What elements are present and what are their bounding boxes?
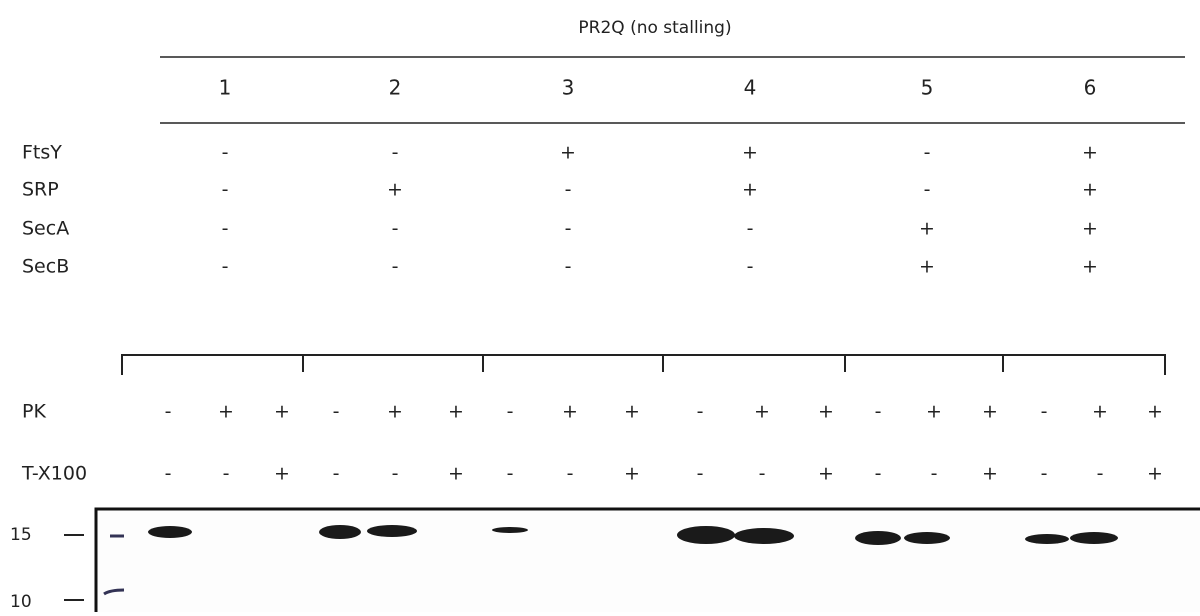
treatment-sign: - [1041, 463, 1048, 485]
condition-sign: + [1082, 256, 1098, 278]
lane-number: 4 [744, 76, 757, 100]
treatment-sign: - [875, 401, 882, 423]
lane-number: 6 [1084, 76, 1097, 100]
band [492, 527, 528, 533]
treatment-sign: - [759, 463, 766, 485]
figure: PR2Q (no stalling) 1 2 3 4 5 6 FtsY - - + + - + SRP - +… [0, 0, 1200, 612]
condition-sign: + [1082, 218, 1098, 240]
treatment-sign: + [1147, 401, 1163, 423]
treatment-sign: - [333, 401, 340, 423]
condition-sign: + [387, 179, 403, 201]
condition-sign: - [565, 256, 572, 278]
band [367, 525, 417, 537]
condition-sign: - [222, 142, 229, 164]
treatment-sign: - [507, 463, 514, 485]
treatment-sign: - [697, 463, 704, 485]
condition-label: SRP [22, 179, 59, 201]
treatment-sign: + [982, 463, 998, 485]
lane-bracket [122, 355, 1165, 375]
blot [96, 509, 1200, 612]
band [855, 531, 901, 545]
condition-sign: - [392, 218, 399, 240]
condition-sign: + [742, 179, 758, 201]
band [904, 532, 950, 544]
lane-number: 1 [219, 76, 232, 100]
treatment-sign: + [624, 463, 640, 485]
treatment-sign: - [507, 401, 514, 423]
treatment-sign: - [931, 463, 938, 485]
treatment-sign: + [448, 463, 464, 485]
treatment-sign: - [392, 463, 399, 485]
condition-sign: - [747, 218, 754, 240]
treatment-sign: - [165, 401, 172, 423]
treatment-sign: + [754, 401, 770, 423]
lane-number: 5 [921, 76, 934, 100]
band [1025, 534, 1069, 544]
treatment-sign: + [274, 401, 290, 423]
treatment-label: PK [22, 401, 46, 423]
band [677, 526, 735, 544]
condition-sign: - [222, 218, 229, 240]
condition-sign: - [392, 256, 399, 278]
treatment-sign: + [818, 401, 834, 423]
condition-label: FtsY [22, 142, 62, 164]
treatment-sign: - [875, 463, 882, 485]
condition-label: SecB [22, 256, 69, 278]
condition-sign: + [919, 256, 935, 278]
condition-sign: - [222, 179, 229, 201]
condition-label: SecA [22, 218, 69, 240]
condition-sign: + [560, 142, 576, 164]
page: PR2Q (no stalling) 1 2 3 4 5 6 FtsY - - + + - + SRP - +… [0, 0, 1200, 612]
band [148, 526, 192, 538]
treatment-sign: - [165, 463, 172, 485]
marker-label: 10 [10, 592, 32, 612]
treatment-label: T-X100 [21, 463, 87, 485]
treatment-sign: + [387, 401, 403, 423]
treatment-sign: + [926, 401, 942, 423]
treatment-sign: + [448, 401, 464, 423]
band [734, 528, 794, 544]
lane-number: 3 [562, 76, 575, 100]
condition-sign: - [565, 218, 572, 240]
treatment-sign: + [982, 401, 998, 423]
treatment-sign: - [567, 463, 574, 485]
treatment-sign: + [274, 463, 290, 485]
figure-title: PR2Q (no stalling) [578, 18, 731, 38]
band [1070, 532, 1118, 544]
treatment-sign: + [218, 401, 234, 423]
treatment-sign: - [333, 463, 340, 485]
condition-sign: + [1082, 179, 1098, 201]
treatment-sign: - [697, 401, 704, 423]
treatment-sign: + [818, 463, 834, 485]
treatment-sign: + [624, 401, 640, 423]
lane-number: 2 [389, 76, 402, 100]
condition-sign: - [747, 256, 754, 278]
treatment-sign: - [1041, 401, 1048, 423]
band [319, 525, 361, 539]
condition-sign: - [924, 179, 931, 201]
treatment-sign: + [1147, 463, 1163, 485]
condition-sign: - [392, 142, 399, 164]
treatment-sign: + [1092, 401, 1108, 423]
treatment-sign: - [1097, 463, 1104, 485]
condition-sign: + [742, 142, 758, 164]
condition-sign: + [1082, 142, 1098, 164]
condition-sign: - [222, 256, 229, 278]
treatment-sign: - [223, 463, 230, 485]
condition-sign: - [924, 142, 931, 164]
treatment-sign: + [562, 401, 578, 423]
marker-label: 15 [10, 525, 32, 545]
condition-sign: + [919, 218, 935, 240]
condition-sign: - [565, 179, 572, 201]
